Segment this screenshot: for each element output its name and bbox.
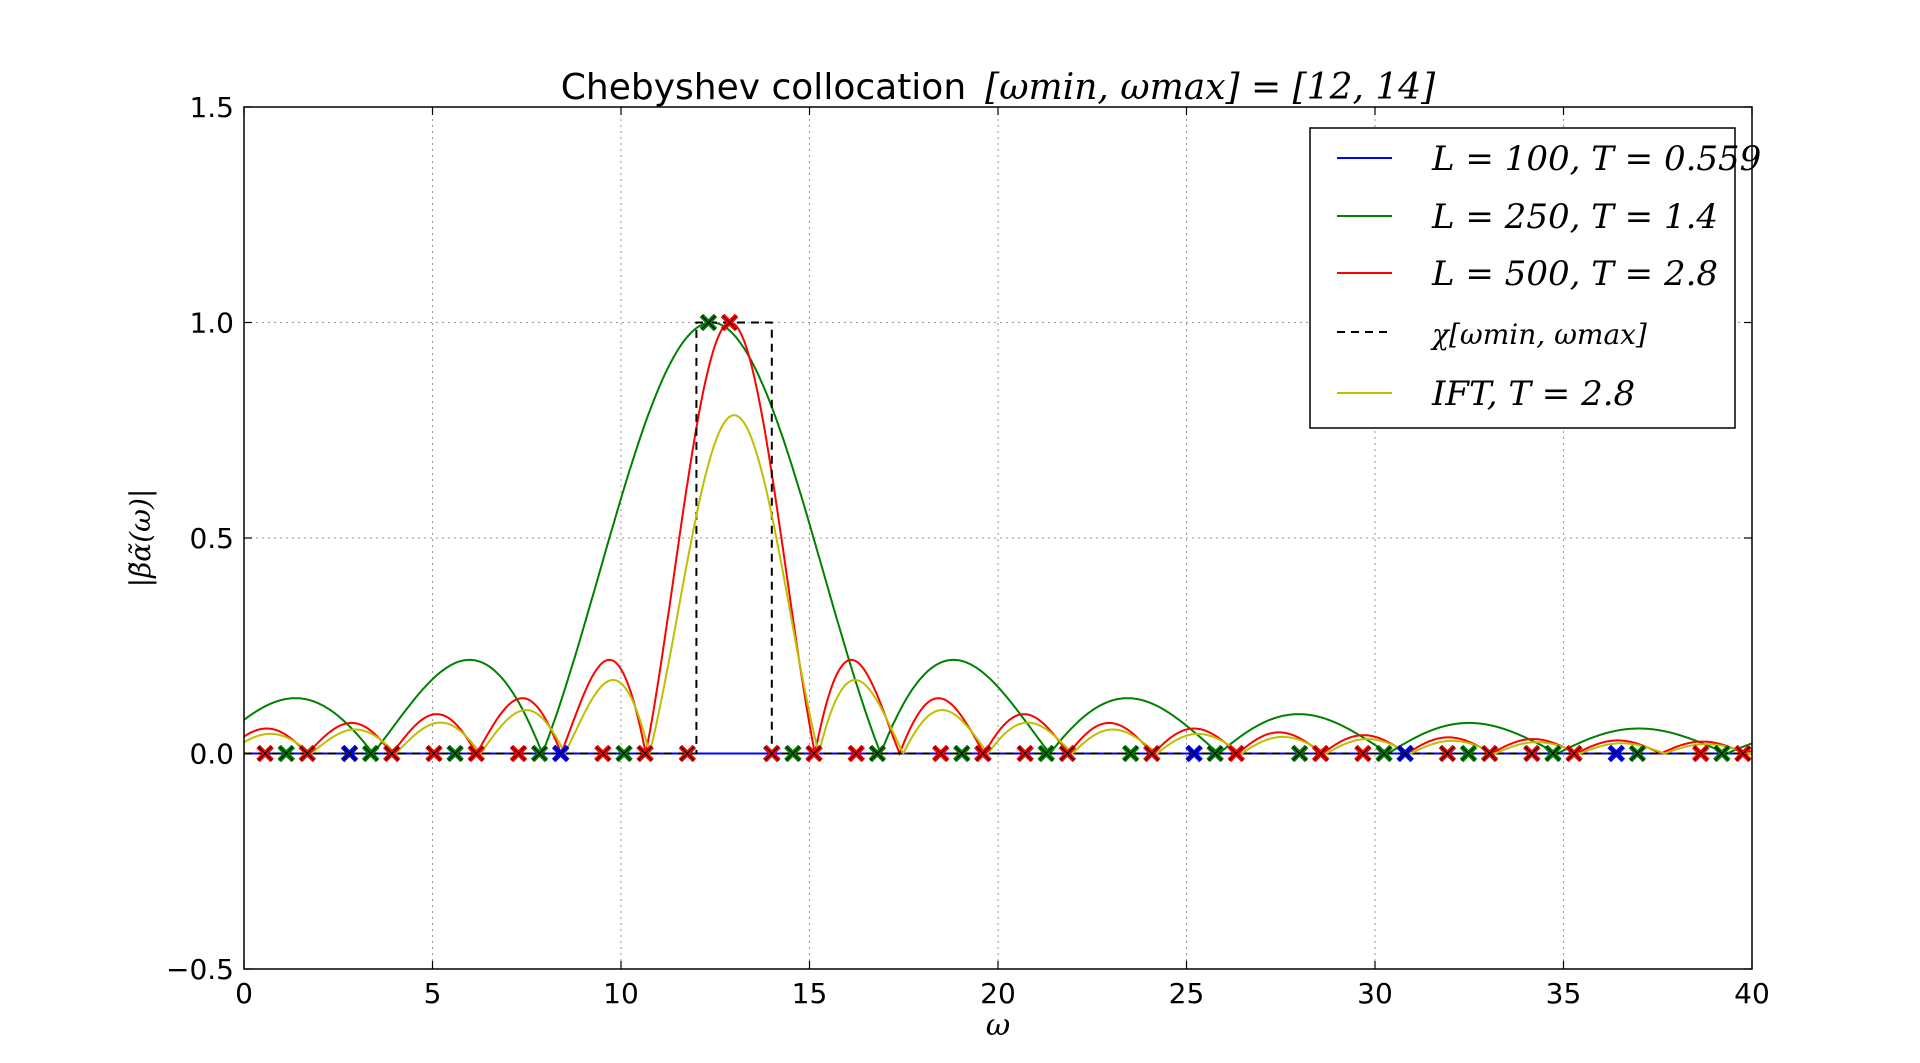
collocation-marker [1143, 744, 1161, 763]
collocation-marker [1734, 744, 1752, 763]
collocation-marker [277, 744, 295, 763]
collocation-marker [1375, 744, 1393, 763]
collocation-marker [1691, 744, 1710, 763]
x-axis: 0 5 10 15 20 25 30 35 40 [235, 107, 1770, 1010]
collocation-marker [615, 744, 633, 763]
series-line [244, 414, 1752, 756]
x-tick-label: 5 [424, 977, 442, 1010]
collocation-marker [1607, 744, 1626, 763]
x-tick-label: 10 [603, 977, 639, 1010]
x-tick-label: 15 [792, 977, 828, 1010]
plot-markers [256, 313, 1752, 763]
legend-label: L = 250, T = 1.4 [1431, 197, 1718, 237]
collocation-marker [340, 744, 359, 763]
legend-label: L = 500, T = 2.8 [1431, 254, 1718, 294]
collocation-marker [636, 744, 654, 763]
collocation-marker [847, 744, 866, 763]
legend-label: χ[ωmin, ωmax] [1430, 318, 1647, 351]
collocation-marker [1058, 744, 1077, 763]
legend-box [1309, 127, 1736, 429]
collocation-marker [1354, 744, 1372, 763]
collocation-marker [763, 744, 781, 763]
collocation-marker [678, 744, 697, 763]
collocation-marker [425, 744, 443, 763]
series-line [244, 321, 1752, 756]
collocation-marker [1713, 744, 1731, 763]
y-tick-label: −0.5 [166, 953, 234, 986]
y-axis-label: |β̃α̃(ω)| [124, 489, 157, 588]
collocation-marker [1037, 744, 1056, 763]
y-axis: −0.5 0.0 0.5 1.0 1.5 [166, 91, 1752, 986]
plot-lines [244, 321, 1752, 756]
collocation-marker [551, 744, 570, 763]
legend-label: IFT, T = 2.8 [1431, 374, 1635, 414]
x-tick-label: 25 [1169, 977, 1205, 1010]
collocation-marker [1227, 744, 1246, 763]
collocation-marker [784, 744, 802, 763]
y-tick-label: 1.0 [189, 307, 234, 340]
legend-label: L = 100, T = 0.559 [1431, 139, 1761, 179]
collocation-marker [1628, 744, 1647, 763]
x-axis-label: ω [986, 1008, 1010, 1043]
plot-frame [243, 106, 1753, 970]
collocation-marker [1565, 744, 1583, 763]
collocation-marker [298, 744, 317, 763]
collocation-marker [1016, 744, 1034, 763]
collocation-marker [931, 744, 950, 763]
x-tick-label: 20 [980, 977, 1016, 1010]
collocation-marker [1480, 744, 1499, 763]
collocation-marker [361, 744, 380, 763]
x-tick-label: 35 [1546, 977, 1582, 1010]
chart-title-prefix: Chebyshev collocation [561, 67, 966, 108]
y-tick-label: 0.5 [189, 522, 234, 555]
chart-title: Chebyshev collocation [ωmin, ωmax] = [12… [561, 67, 1436, 108]
collocation-marker [1121, 744, 1140, 763]
y-tick-label: 0.0 [189, 738, 234, 771]
series-line [244, 321, 1752, 755]
collocation-marker [805, 744, 823, 763]
y-tick-label: 1.5 [189, 91, 234, 124]
x-tick-label: 30 [1357, 977, 1393, 1010]
collocation-marker [1290, 744, 1309, 763]
collocation-marker [1544, 744, 1562, 763]
x-tick-label: 0 [235, 977, 253, 1010]
legend: L = 100, T = 0.559 L = 250, T = 1.4 L = 50… [1309, 127, 1761, 429]
collocation-marker [953, 744, 971, 763]
collocation-marker [594, 744, 612, 763]
collocation-marker [974, 744, 992, 763]
collocation-marker [1185, 744, 1203, 763]
collocation-marker [868, 744, 887, 763]
collocation-marker [467, 744, 485, 763]
collocation-marker [1459, 744, 1478, 763]
collocation-marker [1438, 744, 1457, 763]
x-tick-label: 40 [1734, 977, 1770, 1010]
collocation-marker [446, 744, 464, 763]
collocation-marker [720, 313, 739, 332]
collocation-marker [699, 313, 718, 332]
collocation-marker [509, 744, 528, 763]
collocation-marker [1523, 744, 1541, 763]
collocation-marker [530, 744, 549, 763]
collocation-marker [1206, 744, 1224, 763]
collocation-marker [1311, 744, 1330, 763]
collocation-marker [1396, 744, 1414, 763]
collocation-marker [383, 744, 401, 763]
collocation-marker [256, 744, 274, 763]
chart-title-math: [ωmin, ωmax] = [12, 14] [985, 67, 1436, 108]
